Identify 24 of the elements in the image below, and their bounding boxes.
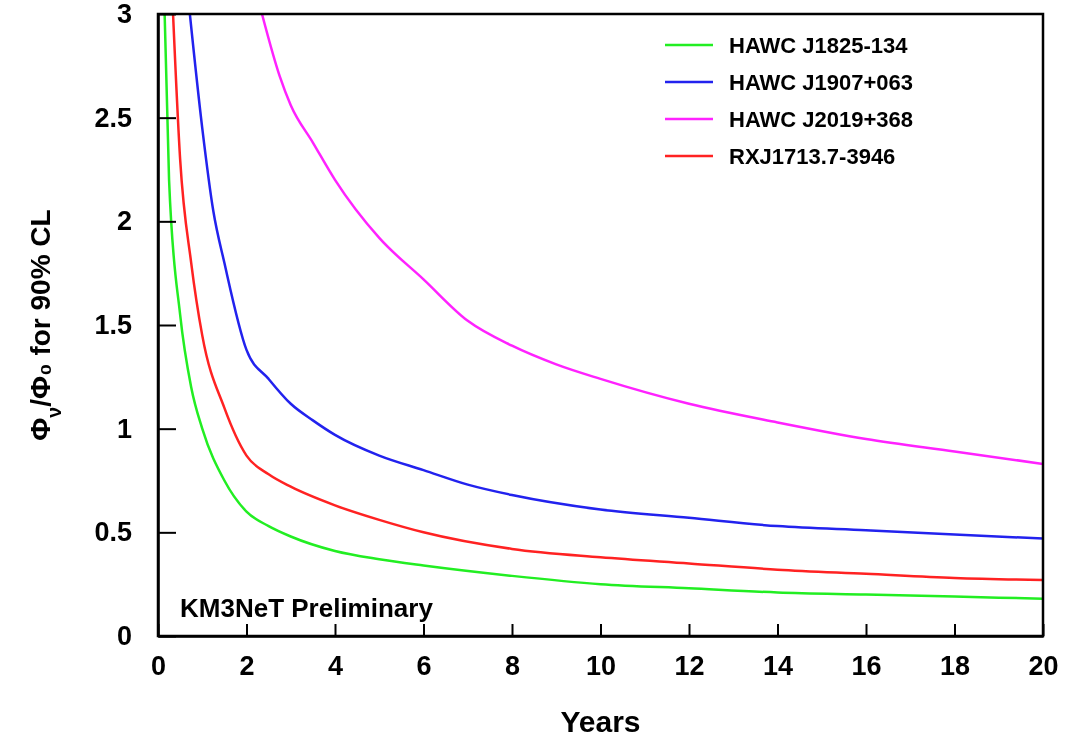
legend-label: RXJ1713.7-3946 — [729, 144, 896, 169]
x-tick-label: 16 — [851, 651, 882, 682]
y-tick-label: 3 — [116, 0, 132, 30]
x-tick-label: 10 — [585, 651, 617, 682]
x-tick-label: 12 — [674, 651, 705, 682]
legend-label: HAWC J2019+368 — [729, 107, 914, 132]
x-axis-title: Years — [560, 705, 641, 738]
x-tick-label: 14 — [762, 651, 794, 682]
x-tick-label: 20 — [1028, 651, 1059, 682]
y-tick-label: 1.5 — [94, 310, 132, 341]
x-tick-label: 2 — [239, 651, 255, 682]
x-tick-label: 18 — [939, 651, 971, 682]
legend-label: HAWC J1825-134 — [729, 33, 909, 58]
y-tick-label: 0 — [116, 621, 132, 652]
x-tick-label: 4 — [327, 651, 344, 682]
y-tick-label: 2 — [116, 206, 132, 237]
y-tick-label: 2.5 — [94, 102, 132, 133]
legend-label: HAWC J1907+063 — [729, 70, 914, 95]
annotation: KM3NeT Preliminary — [180, 593, 434, 623]
y-tick-label: 1 — [116, 413, 132, 444]
x-tick-label: 8 — [504, 651, 521, 682]
x-tick-label: 0 — [150, 651, 167, 682]
x-tick-label: 6 — [416, 651, 432, 682]
y-tick-label: 0.5 — [94, 517, 132, 548]
